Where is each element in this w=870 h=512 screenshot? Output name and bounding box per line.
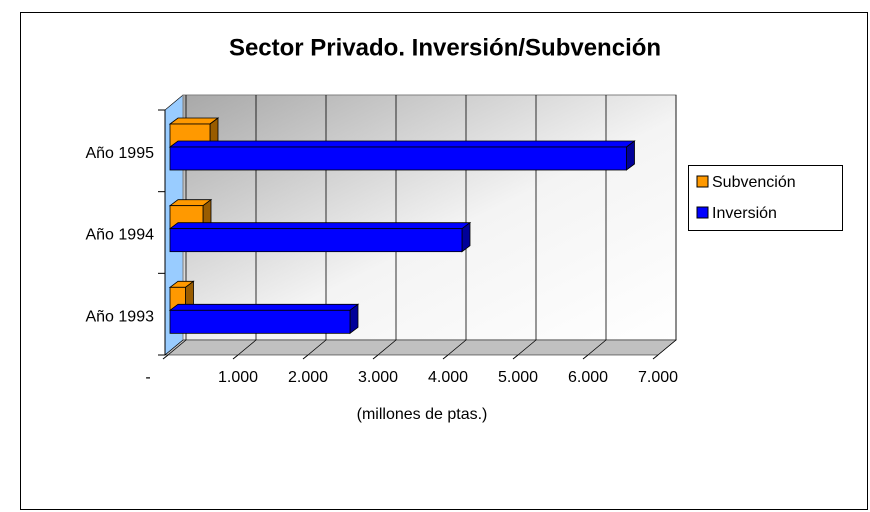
bar: [168, 303, 360, 335]
bar-end-shade: [462, 222, 470, 252]
legend-label: Inversión: [712, 205, 777, 222]
bar-end-shade: [210, 118, 218, 147]
y-tick-label: Año 1994: [85, 227, 154, 244]
x-tick: [232, 354, 239, 360]
bar-top: [168, 140, 636, 148]
grid-line: [307, 339, 327, 356]
x-tick: [162, 354, 169, 360]
x-tick-label: 4.000: [428, 369, 468, 386]
x-tick-label: 6.000: [568, 369, 608, 386]
bar-end-shade: [350, 304, 358, 334]
grid-line: [377, 339, 397, 356]
x-tick-label: 2.000: [288, 369, 328, 386]
bar: [168, 221, 472, 253]
back-wall: [182, 94, 677, 341]
grid-line: [587, 339, 607, 356]
bar-end-shade: [203, 199, 211, 229]
y-tick-label: Año 1993: [85, 308, 154, 325]
x-tick-label: 5.000: [498, 369, 538, 386]
x-tick: [512, 354, 519, 360]
bar: [168, 140, 636, 171]
bar-top: [168, 222, 472, 230]
grid-line: [657, 339, 677, 356]
grid-line: [447, 339, 467, 356]
x-tick: [442, 354, 449, 360]
legend: [688, 165, 843, 231]
grid-line: [237, 339, 257, 356]
bar-end-shade: [626, 141, 635, 170]
bar-front: [169, 309, 351, 334]
x-tick: [582, 354, 589, 360]
x-tick: [652, 354, 659, 360]
floor: [164, 339, 677, 356]
bar-front: [169, 146, 627, 171]
x-tick: [372, 354, 379, 360]
legend-swatch: [696, 206, 709, 219]
x-tick-label: 1.000: [218, 369, 258, 386]
bar-front: [169, 228, 463, 253]
x-tick-label: 3.000: [358, 369, 398, 386]
x-tick: [302, 354, 309, 360]
grid-line: [167, 339, 187, 356]
x-tick-label: -: [145, 369, 150, 386]
bar: [168, 198, 213, 230]
grid-line: [517, 339, 537, 356]
y-tick-label: Año 1995: [85, 145, 154, 162]
x-axis-title: (millones de ptas.): [357, 406, 488, 423]
legend-label: Subvención: [712, 174, 796, 191]
legend-swatch: [696, 175, 709, 188]
x-tick-label: 7.000: [638, 369, 678, 386]
bar-end-shade: [185, 281, 194, 311]
bar-top: [168, 303, 360, 311]
chart-title: Sector Privado. Inversión/Subvención: [229, 34, 661, 61]
